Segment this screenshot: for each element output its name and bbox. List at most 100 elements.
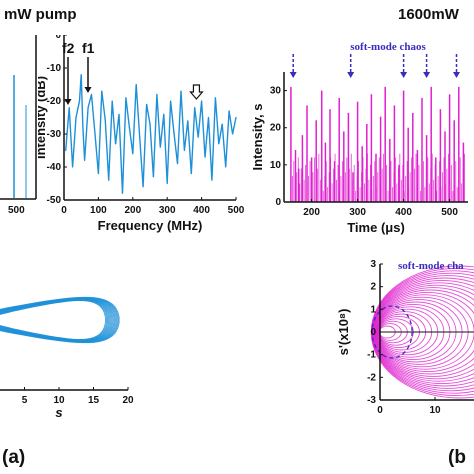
- spectrum-point: [80, 74, 82, 76]
- spectrum-point: [65, 149, 67, 152]
- y-tick-label: -10: [47, 63, 62, 74]
- spectrum-point: [75, 116, 77, 119]
- y-tick-label: -50: [47, 195, 62, 206]
- x-tick-label: 5: [22, 395, 28, 406]
- spectrum-point: [204, 156, 206, 158]
- phase-trajectory: [0, 298, 115, 342]
- y-tick-label: 30: [270, 86, 282, 97]
- spectrum-point: [180, 90, 182, 92]
- spectrum-point: [78, 100, 81, 102]
- phase-portrait-a: 5 10 15 20 s: [0, 296, 134, 420]
- y-tick-label: 0: [55, 35, 61, 41]
- spectrum-point: [139, 136, 141, 138]
- x-tick-label: 100: [90, 205, 107, 216]
- soft-mode-arrow-head: [453, 72, 460, 78]
- phase-trajectory: [370, 265, 474, 399]
- spectrum-point: [170, 100, 172, 102]
- y-tick-label: 20: [270, 123, 282, 134]
- f2-label: f2: [62, 40, 75, 56]
- x-tick-label: 10: [53, 395, 65, 406]
- spectrum-point: [82, 126, 84, 128]
- spectrum-point: [187, 120, 189, 122]
- x-tick-label: 400: [193, 205, 210, 216]
- spectrum-point: [132, 153, 134, 155]
- soft-mode-arrow-head: [400, 72, 408, 78]
- spectrum-point: [149, 123, 151, 125]
- spectrum-point: [152, 176, 155, 178]
- spectrum-series-line: [65, 74, 237, 194]
- panel-label-b: (b: [448, 447, 466, 468]
- y-axis-label: s'(x10⁸): [336, 309, 351, 356]
- x-tick-label: 200: [124, 205, 141, 216]
- time-series-chart: 200 300 400 500 0 10 20 30 Time (μs) Intensity, s…: [250, 41, 468, 235]
- y-tick-label: -20: [47, 96, 62, 107]
- left-partial-plot: 500: [0, 35, 37, 216]
- x-tick-label: 400: [395, 207, 412, 218]
- soft-mode-chaos-label: soft-mode cha: [398, 260, 464, 272]
- spectrum-point: [111, 100, 113, 102]
- phase-trajectory: [0, 296, 120, 344]
- x-axis-label: s: [55, 405, 62, 420]
- spectrum-point: [104, 120, 106, 122]
- y-tick-label: -40: [47, 162, 62, 173]
- x-tick-label: 300: [159, 205, 176, 216]
- spectrum-point: [183, 149, 185, 152]
- spectrum-point: [115, 143, 117, 145]
- spectrum-point: [135, 83, 137, 86]
- spectrum-point: [173, 133, 175, 135]
- y-tick-label: 0: [275, 197, 281, 208]
- spectrum-point: [194, 107, 196, 109]
- spectrum-point: [118, 113, 120, 115]
- spectrum-point: [84, 159, 86, 161]
- y-tick-label: 0: [370, 327, 376, 338]
- spectrum-point: [225, 166, 227, 168]
- y-tick-label: 1: [370, 304, 376, 315]
- x-tick-label: 15: [88, 395, 100, 406]
- spectrum-point: [207, 116, 210, 119]
- spectrum-point: [221, 123, 223, 125]
- soft-mode-arrow-head: [289, 72, 297, 78]
- hollow-arrow-icon: [189, 84, 204, 100]
- spectrum-point: [90, 93, 93, 95]
- spectrum-point: [125, 97, 127, 99]
- x-tick-label: 0: [377, 405, 383, 416]
- spectrum-point: [228, 110, 230, 112]
- y-tick-label: -30: [47, 129, 62, 140]
- y-tick-label: -3: [367, 395, 376, 406]
- y-tick-label: 2: [370, 282, 376, 293]
- y-tick-label: -2: [367, 372, 376, 383]
- f1-arrow-head: [84, 87, 92, 93]
- x-tick-label: 500: [441, 207, 458, 218]
- x-tick-label: 10: [429, 405, 441, 416]
- y-tick-label: 10: [270, 160, 282, 171]
- x-tick-label: 300: [349, 207, 366, 218]
- x-tick-label: 0: [61, 205, 67, 216]
- spectrum-point: [101, 90, 103, 92]
- phase-trajectory: [0, 298, 114, 342]
- spectrum-point: [214, 97, 216, 99]
- soft-mode-arrow-head: [423, 72, 431, 78]
- soft-mode-chaos-label: soft-mode chaos: [350, 41, 426, 53]
- f2-arrow-head: [64, 99, 72, 105]
- spectrum-point: [218, 143, 220, 145]
- spectrum-point: [197, 136, 199, 138]
- spectrum-point: [156, 93, 158, 95]
- spectrum-point: [121, 192, 124, 194]
- f1-label: f1: [82, 40, 95, 56]
- spectrum-point: [145, 103, 148, 105]
- panel-label-a: (a): [2, 447, 26, 468]
- y-tick-label: 3: [370, 259, 376, 270]
- spectrum-point: [176, 163, 179, 165]
- spectrum-point: [190, 173, 192, 175]
- soft-mode-arrow-head: [347, 72, 355, 78]
- spectrum-point: [142, 186, 144, 188]
- spectrum-point: [201, 100, 203, 102]
- spectrum-point: [166, 182, 168, 185]
- spectrum-point: [159, 146, 161, 148]
- x-axis-label: Frequency (MHz): [98, 218, 203, 233]
- spectrum-point: [163, 113, 165, 115]
- x-tick-label: 20: [122, 395, 134, 406]
- spectrum-point: [97, 173, 99, 175]
- x-tick-label: 500: [8, 205, 25, 216]
